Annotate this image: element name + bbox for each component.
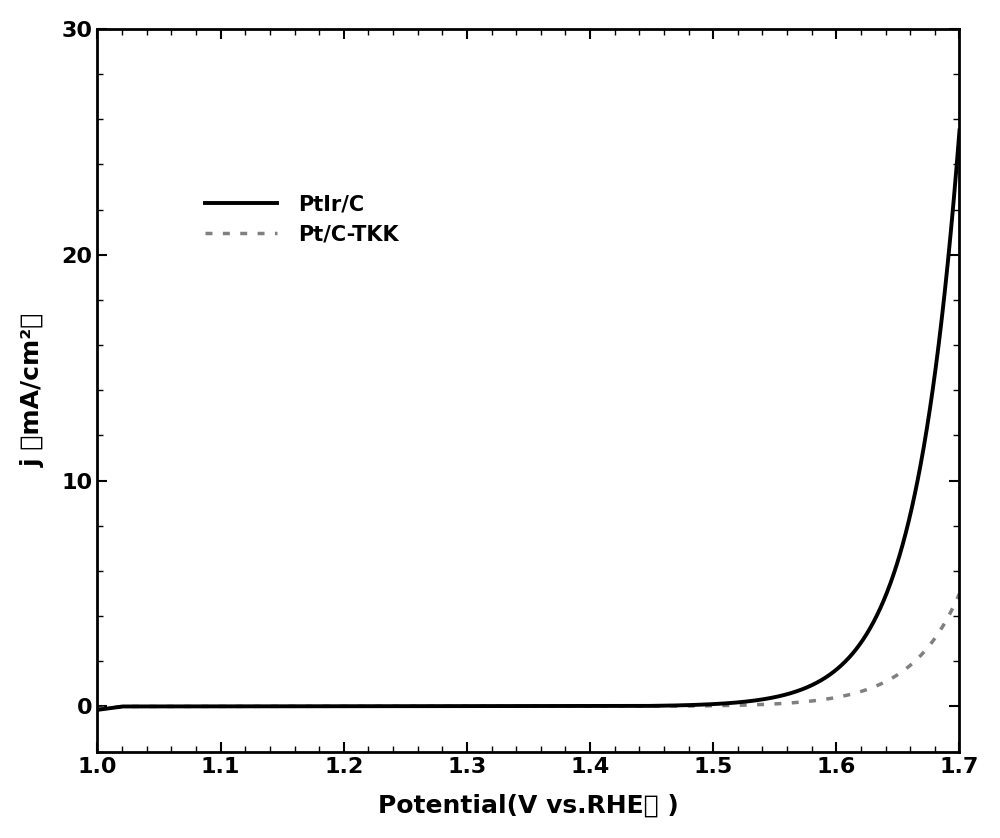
- X-axis label: Potential(V vs.RHE） ): Potential(V vs.RHE） ): [378, 793, 679, 817]
- Pt/C-TKK: [770, 699, 782, 709]
- Pt/C-TKK: [953, 588, 965, 598]
- Pt/C-TKK: [135, 701, 147, 711]
- PtIr/C: [511, 701, 523, 711]
- PtIr/C: [770, 692, 782, 702]
- Line: PtIr/C: PtIr/C: [97, 131, 959, 710]
- PtIr/C: [928, 375, 940, 385]
- Pt/C-TKK: [511, 701, 523, 711]
- Pt/C-TKK: [928, 634, 940, 644]
- Y-axis label: j （mA/cm²）: j （mA/cm²）: [21, 313, 45, 468]
- PtIr/C: [953, 126, 965, 136]
- Pt/C-TKK: [928, 634, 940, 644]
- Line: Pt/C-TKK: Pt/C-TKK: [97, 593, 959, 709]
- PtIr/C: [488, 701, 500, 711]
- PtIr/C: [928, 372, 940, 382]
- Pt/C-TKK: [488, 701, 500, 711]
- PtIr/C: [135, 701, 147, 711]
- Legend: PtIr/C, Pt/C-TKK: PtIr/C, Pt/C-TKK: [194, 184, 409, 255]
- Pt/C-TKK: [91, 704, 103, 714]
- PtIr/C: [91, 705, 103, 715]
